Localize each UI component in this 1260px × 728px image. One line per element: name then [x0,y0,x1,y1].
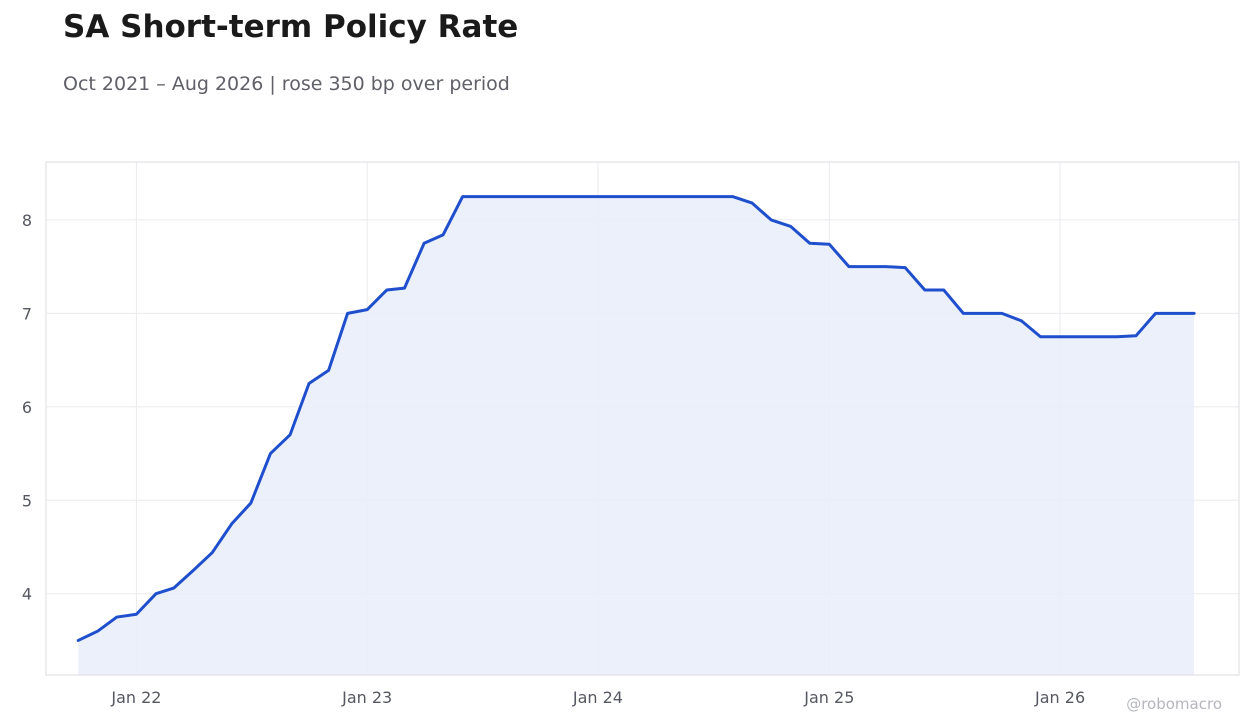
data-point [403,287,406,290]
data-point [751,202,754,205]
data-point [1154,312,1157,315]
data-point [1000,312,1003,315]
data-point [442,233,445,236]
data-point [211,551,214,554]
data-point [77,639,80,642]
y-tick-label: 5 [22,491,32,510]
data-point [596,195,599,198]
x-tick-label: Jan 24 [572,688,623,707]
data-point [1193,312,1196,315]
line-layer [76,195,1196,642]
data-point [192,569,195,572]
data-point [673,195,676,198]
data-point [828,243,831,246]
series-line [76,195,1196,642]
data-point [865,265,868,268]
x-tick-label: Jan 22 [110,688,161,707]
data-point [423,242,426,245]
data-point [711,195,714,198]
data-point [327,369,330,372]
data-point [981,312,984,315]
data-point [1115,335,1118,338]
y-tick-label: 4 [22,585,32,604]
data-point [500,195,503,198]
data-point [1020,319,1023,322]
data-point [1059,335,1062,338]
data-point [770,218,773,221]
data-point [634,195,637,198]
data-point [885,265,888,268]
watermark: @robomacro [1126,695,1222,713]
data-point [346,312,349,315]
data-point [1096,335,1099,338]
frame-layer [45,161,1240,676]
data-point [480,195,483,198]
data-point [538,195,541,198]
data-point [731,195,734,198]
y-tick-label: 8 [22,211,32,230]
chart-title: SA Short-term Policy Rate [63,9,519,45]
data-point [366,308,369,311]
data-point [808,242,811,245]
area-layer [78,196,1195,675]
data-point [942,289,945,292]
data-point [1039,335,1042,338]
data-point [558,195,561,198]
data-point [461,195,464,198]
y-tick-label: 7 [22,304,32,323]
data-point [904,266,907,269]
data-point [135,613,138,616]
data-point [962,312,965,315]
data-point [519,195,522,198]
data-point [308,382,311,385]
data-point [847,265,850,268]
data-point [789,225,792,228]
data-point [249,502,252,505]
data-point [577,195,580,198]
data-point [172,587,175,590]
data-point [385,289,388,292]
y-axis: 4 5 6 7 8 [22,211,32,604]
data-point [923,289,926,292]
chart-subtitle: Oct 2021 – Aug 2026 | rose 350 bp over p… [63,73,510,95]
data-point [289,433,292,436]
plot-frame [45,161,1240,676]
x-tick-label: Jan 26 [1034,688,1085,707]
data-point [115,616,118,619]
data-point [230,522,233,525]
data-point [155,592,158,595]
data-point [269,452,272,455]
data-point [1078,335,1081,338]
data-point [1173,312,1176,315]
data-point [616,195,619,198]
series-area [78,196,1195,675]
x-tick-label: Jan 25 [803,688,854,707]
data-point [1134,334,1137,337]
data-point [693,195,696,198]
x-axis: Jan 22 Jan 23 Jan 24 Jan 25 Jan 26 [110,688,1085,707]
y-tick-label: 6 [22,398,32,417]
x-tick-label: Jan 23 [341,688,392,707]
data-point [96,630,99,633]
data-point [654,195,657,198]
